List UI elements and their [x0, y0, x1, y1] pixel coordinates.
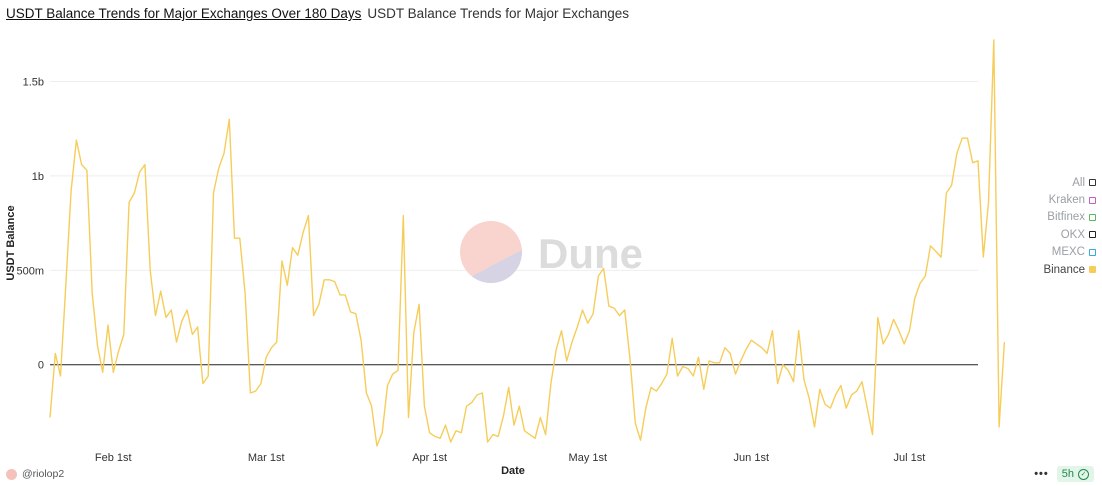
x-axis: Feb 1st Mar 1st Apr 1st May 1st Jun 1st Jul 1…: [95, 452, 925, 464]
x-tick-label: May 1st: [569, 452, 608, 464]
x-tick-label: Feb 1st: [95, 452, 132, 464]
legend-swatch-icon: [1089, 231, 1096, 239]
refresh-age: 5h: [1061, 468, 1074, 480]
watermark-text: Dune: [538, 230, 643, 277]
author-credit[interactable]: @riolop2: [6, 468, 64, 480]
x-tick-label: Jun 1st: [734, 452, 769, 464]
series-layer: [49, 39, 1006, 447]
legend-label: MEXC: [1051, 246, 1085, 259]
legend-item-okx[interactable]: OKX: [1036, 226, 1096, 243]
legend-swatch-icon: [1089, 196, 1096, 204]
y-tick-label: 0: [38, 360, 44, 372]
check-icon: ✓: [1078, 468, 1089, 480]
legend-swatch-icon: [1089, 266, 1096, 274]
avatar: [6, 468, 17, 480]
chart-subtitle: USDT Balance Trends for Major Exchanges: [367, 6, 630, 21]
x-axis-title: Date: [501, 465, 525, 477]
y-axis: 0 500m 1b 1.5b: [16, 77, 44, 372]
legend-label: OKX: [1060, 228, 1085, 241]
y-tick-label: 1b: [32, 171, 44, 183]
x-tick-label: Apr 1st: [412, 452, 447, 464]
legend-label: All: [1072, 176, 1085, 189]
legend-swatch-icon: [1089, 179, 1096, 187]
legend-label: Kraken: [1048, 194, 1085, 207]
legend-item-kraken[interactable]: Kraken: [1036, 191, 1096, 208]
series-line-binance[interactable]: [49, 39, 1006, 447]
y-axis-title: USDT Balance: [5, 205, 17, 280]
author-name: @riolop2: [22, 468, 65, 480]
dune-logo-icon: [460, 221, 522, 283]
y-tick-label: 500m: [16, 265, 44, 277]
y-tick-label: 1.5b: [23, 77, 44, 89]
legend-label: Bitfinex: [1047, 211, 1085, 224]
legend-swatch-icon: [1089, 248, 1096, 256]
more-options-icon[interactable]: •••: [1034, 468, 1049, 480]
x-tick-label: Jul 1st: [894, 452, 926, 464]
chart-header: USDT Balance Trends for Major Exchanges …: [6, 6, 629, 21]
legend-item-bitfinex[interactable]: Bitfinex: [1036, 209, 1096, 226]
legend: All Kraken Bitfinex OKX MEXC Binance: [1036, 174, 1096, 278]
dune-watermark: Dune: [460, 221, 643, 283]
legend-item-binance[interactable]: Binance: [1036, 261, 1096, 278]
x-tick-label: Mar 1st: [248, 452, 285, 464]
chart-title[interactable]: USDT Balance Trends for Major Exchanges …: [6, 6, 362, 21]
gridlines: [50, 81, 978, 366]
legend-swatch-icon: [1089, 213, 1096, 221]
legend-item-mexc[interactable]: MEXC: [1036, 244, 1096, 261]
footer-controls: ••• 5h ✓: [1034, 466, 1094, 482]
legend-label: Binance: [1043, 263, 1085, 276]
refresh-badge[interactable]: 5h ✓: [1056, 466, 1094, 482]
legend-item-all[interactable]: All: [1036, 174, 1096, 191]
